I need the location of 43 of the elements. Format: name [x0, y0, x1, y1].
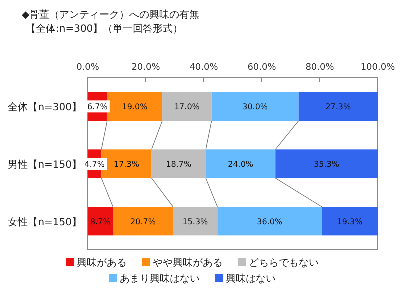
legend-label: どちらでもない: [249, 258, 319, 269]
bar: [113, 207, 174, 236]
text: 6.7%: [88, 102, 108, 112]
text: 19.0%: [122, 102, 148, 112]
bar: [218, 207, 322, 236]
text: 24.0%: [228, 160, 254, 169]
bar: [107, 92, 163, 121]
x-tick-label: 60.0%: [248, 63, 277, 73]
bar: [206, 150, 276, 178]
text: 19.3%: [337, 217, 363, 226]
text: 17.3%: [114, 160, 140, 169]
x-tick-label: 20.0%: [132, 63, 161, 73]
bar: [152, 150, 206, 178]
legend-label: 興味はない: [226, 273, 276, 285]
text: 30.0%: [242, 102, 268, 112]
chart-title: ◆骨董（アンティーク）への興味の有無: [22, 9, 200, 21]
text: 36.0%: [257, 217, 283, 226]
text: 20.7%: [130, 217, 156, 226]
bar: [212, 92, 299, 121]
bar: [162, 92, 212, 121]
legend-label: やや興味がある: [153, 257, 223, 269]
x-tick-label: 80.0%: [306, 63, 335, 73]
bar: [298, 92, 378, 121]
x-tick-label: 0.0%: [76, 63, 100, 73]
text: 17.0%: [174, 102, 200, 112]
legend-label: あまり興味はない: [120, 273, 200, 285]
bar: [88, 207, 114, 236]
text: 4.7%: [84, 160, 105, 169]
legend-label: 興味がある: [77, 257, 127, 269]
text: 35.3%: [314, 160, 340, 169]
text: 27.3%: [326, 102, 352, 112]
x-tick-label: 40.0%: [190, 63, 219, 73]
text: 15.3%: [182, 217, 208, 226]
chart-subtitle: 【全体:n=300】（単一回答形式）: [26, 23, 184, 35]
y-tick-label: 男性【n=150】: [8, 159, 82, 171]
text: 8.7%: [90, 217, 111, 226]
bar: [276, 150, 378, 178]
bar: [173, 207, 218, 236]
y-tick-label: 全体【n=300】: [8, 102, 82, 114]
x-tick-label: 100.0%: [360, 63, 396, 73]
bar: [322, 207, 378, 236]
y-tick-label: 女性【n=150】: [8, 216, 82, 228]
text: 18.7%: [166, 160, 192, 169]
